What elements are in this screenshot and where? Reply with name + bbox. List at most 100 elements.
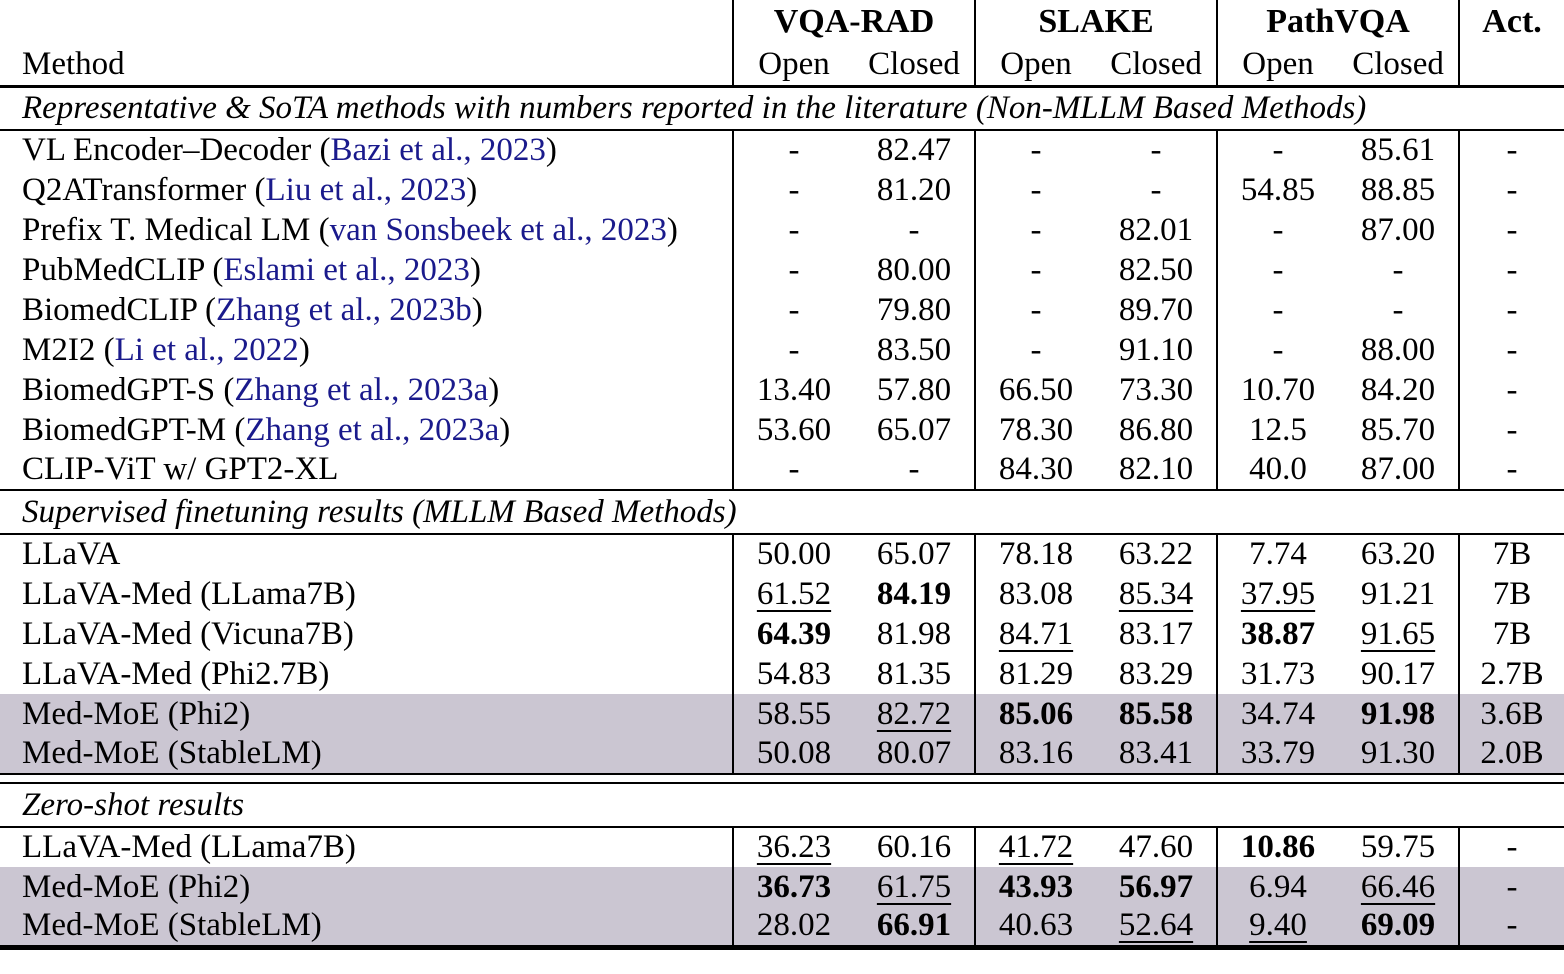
value-cell: -: [733, 130, 854, 170]
value-cell: 38.87: [1217, 614, 1338, 654]
value-text: -: [1030, 132, 1042, 168]
value-text: 61.75: [876, 868, 952, 905]
col-group-slake: SLAKE: [975, 0, 1219, 44]
citation-link[interactable]: van Sonsbeek et al., 2023: [329, 211, 667, 248]
table-body: Representative & SoTA methods with numbe…: [0, 85, 1564, 947]
value-text: -: [788, 251, 800, 288]
value-cell: -: [733, 330, 854, 370]
value-text: 28.02: [756, 907, 832, 944]
value-text: 10.86: [1240, 829, 1316, 865]
citation-link[interactable]: Eslami et al., 2023: [223, 251, 470, 288]
value-text: -: [1272, 331, 1284, 368]
value-cell: 43.93: [975, 867, 1097, 907]
value-cell: 65.07: [854, 534, 977, 574]
col-header-vqa-rad-closed: Closed: [854, 44, 977, 88]
value-text: 37.95: [1240, 575, 1316, 612]
value-text: 82.10: [1118, 451, 1194, 487]
value-text: 63.22: [1118, 536, 1194, 572]
value-text: 65.07: [876, 536, 952, 572]
citation-link[interactable]: Bazi et al., 2023: [330, 132, 546, 168]
value-cell: 83.16: [975, 734, 1097, 774]
citation-link[interactable]: Li et al., 2022: [114, 331, 299, 368]
method-cell: Med-MoE (Phi2): [0, 867, 734, 907]
value-cell: 59.75: [1338, 827, 1461, 867]
value-cell: 85.70: [1338, 410, 1461, 450]
value-text: 83.29: [1118, 655, 1194, 692]
method-name: LLaVA-Med (Phi2.7B): [22, 655, 330, 692]
value-text: -: [788, 331, 800, 368]
citation-link[interactable]: Zhang et al., 2023a: [245, 411, 500, 448]
value-text: 60.16: [876, 829, 952, 865]
method-name: Med-MoE (StableLM): [22, 907, 322, 944]
value-text: 33.79: [1240, 735, 1316, 771]
value-cell: 33.79: [1217, 734, 1339, 774]
value-cell: 88.85: [1338, 170, 1461, 210]
section-header-row: Representative & SoTA methods with numbe…: [0, 85, 1564, 131]
citation-link[interactable]: Zhang et al., 2023b: [216, 291, 472, 328]
value-cell: 84.30: [975, 450, 1096, 490]
value-text: 54.85: [1240, 171, 1316, 208]
section-title: Representative & SoTA methods with numbe…: [0, 85, 1564, 131]
value-cell: 81.35: [854, 654, 977, 694]
value-cell: 83.41: [1096, 734, 1219, 774]
value-cell: 80.00: [854, 250, 977, 290]
value-text: 85.34: [1118, 575, 1194, 612]
method-name: LLaVA-Med (LLama7B): [22, 575, 356, 612]
value-cell: 61.75: [854, 867, 977, 907]
value-cell: 12.5: [1217, 410, 1338, 450]
value-text: 82.01: [1118, 211, 1194, 248]
citation-link[interactable]: Liu et al., 2023: [265, 171, 467, 208]
value-text: 9.40: [1249, 907, 1307, 944]
value-text: 85.58: [1118, 695, 1194, 732]
value-text: -: [1150, 171, 1162, 208]
value-cell: -: [1096, 170, 1219, 210]
section-header-row: Supervised finetuning results (MLLM Base…: [0, 489, 1564, 535]
value-text: 53.60: [756, 411, 832, 448]
value-cell: 84.71: [975, 614, 1096, 654]
value-text: -: [1030, 251, 1042, 288]
method-header-spacer: [0, 0, 734, 44]
value-cell: 52.64: [1096, 907, 1219, 947]
value-cell: -: [975, 290, 1096, 330]
results-table: VQA-RAD SLAKE PathVQA Act. Method Open C…: [0, 0, 1564, 950]
method-name: Med-MoE (Phi2): [22, 695, 251, 732]
act-cell: 7B: [1492, 536, 1532, 572]
value-cell: 41.72: [975, 827, 1096, 867]
value-cell: -: [975, 210, 1096, 250]
table-row: M2I2 (Li et al., 2022) - 83.50 - 91.10 - 88.00…: [0, 330, 1564, 370]
table-row: BiomedGPT-S (Zhang et al., 2023a) 13.40 57…: [0, 370, 1564, 410]
value-text: 6.94: [1249, 868, 1307, 905]
value-cell: 89.70: [1096, 290, 1219, 330]
col-header-slake-open: Open: [975, 44, 1097, 88]
method-cell: Med-MoE (StableLM): [0, 734, 734, 774]
value-text: 86.80: [1118, 411, 1194, 448]
value-cell: 84.19: [854, 574, 977, 614]
col-group-act: Act.: [1482, 3, 1542, 40]
value-text: 83.17: [1118, 615, 1194, 652]
value-cell: 78.30: [975, 410, 1096, 450]
value-cell: 90.17: [1338, 654, 1461, 694]
value-text: -: [788, 291, 800, 328]
value-cell: -: [733, 290, 854, 330]
value-cell: -: [1217, 210, 1338, 250]
value-text: 91.21: [1360, 575, 1436, 612]
value-text: -: [788, 211, 800, 248]
method-cell: M2I2 (Li et al., 2022): [0, 330, 734, 370]
value-text: -: [1392, 291, 1404, 328]
act-cell: -: [1506, 331, 1518, 368]
value-cell: 82.10: [1096, 450, 1219, 490]
value-cell: 64.39: [733, 614, 854, 654]
group-header-row: VQA-RAD SLAKE PathVQA Act.: [0, 0, 1564, 44]
citation-link[interactable]: Zhang et al., 2023a: [234, 371, 489, 408]
value-cell: -: [733, 210, 854, 250]
value-text: 38.87: [1240, 615, 1316, 652]
col-group-vqa-rad: VQA-RAD: [733, 0, 977, 44]
value-cell: 31.73: [1217, 654, 1338, 694]
value-cell: 91.98: [1338, 694, 1461, 734]
value-text: 63.20: [1360, 536, 1436, 572]
value-text: 58.55: [756, 695, 832, 732]
table-row: BiomedCLIP (Zhang et al., 2023b) - 79.80 - 8…: [0, 290, 1564, 330]
value-cell: -: [733, 450, 854, 490]
method-name: BiomedGPT-S: [22, 371, 216, 408]
